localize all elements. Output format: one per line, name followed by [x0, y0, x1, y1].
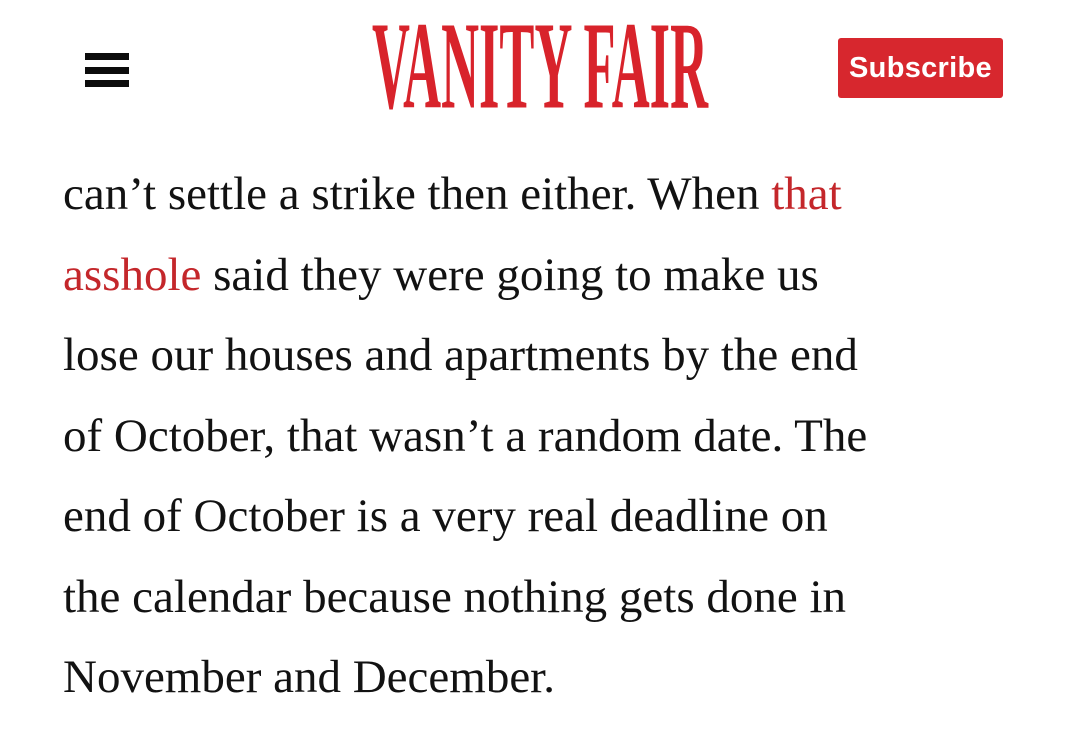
hamburger-bar — [85, 80, 129, 87]
site-header: VANITY FAIR Subscribe — [0, 0, 1080, 135]
article-body: can’t settle a strike then either. When … — [63, 154, 1023, 718]
hamburger-bar — [85, 66, 129, 74]
article-link[interactable]: asshole — [63, 248, 202, 301]
hamburger-bar — [85, 53, 129, 60]
text-segment: of October, that wasn’t a random date. T… — [63, 409, 868, 462]
paragraph-line: can’t settle a strike then either. When … — [63, 154, 1023, 235]
hamburger-menu-icon[interactable] — [85, 53, 129, 87]
text-segment: the calendar because nothing gets done i… — [63, 570, 847, 623]
article-link[interactable]: that — [771, 168, 842, 220]
text-segment: end of October is a very real deadline o… — [63, 490, 828, 542]
text-segment: lose our houses and apartments by the en… — [63, 329, 858, 381]
vanity-fair-logo[interactable]: VANITY FAIR — [370, 0, 710, 135]
paragraph-line: asshole said they were going to make us — [63, 235, 1023, 316]
subscribe-button[interactable]: Subscribe — [838, 38, 1003, 98]
paragraph-line: lose our houses and apartments by the en… — [63, 315, 1023, 396]
paragraph-line: end of October is a very real deadline o… — [63, 476, 1023, 557]
paragraph-line: the calendar because nothing gets done i… — [63, 557, 1023, 638]
text-segment: November and December. — [63, 651, 555, 703]
paragraph-line: November and December. — [63, 637, 1023, 718]
text-segment: can’t settle a strike then either. When — [63, 168, 772, 220]
paragraph-line: of October, that wasn’t a random date. T… — [63, 396, 1023, 477]
text-segment: said they were going to make us — [201, 248, 819, 301]
logo-text: VANITY FAIR — [372, 20, 709, 114]
